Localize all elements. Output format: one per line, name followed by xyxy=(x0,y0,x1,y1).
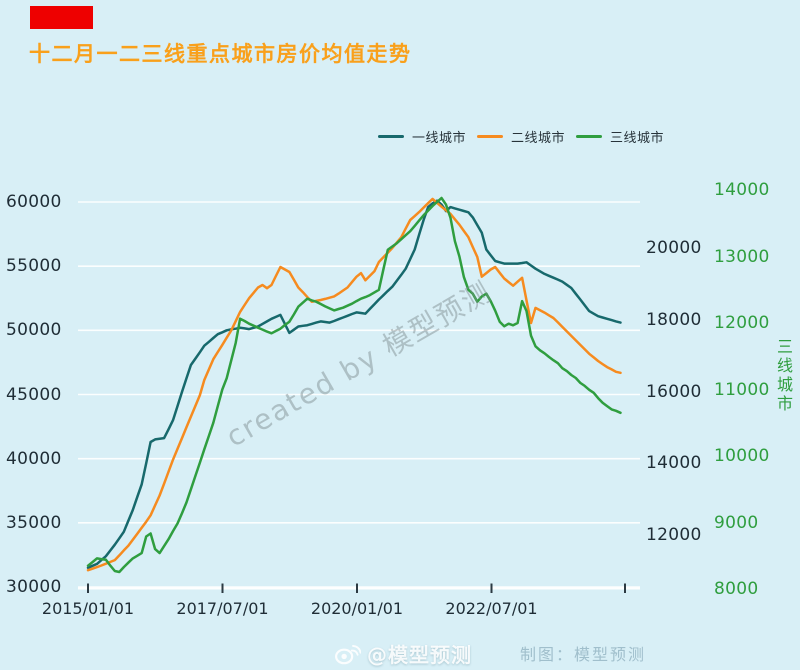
gridlines xyxy=(78,201,640,588)
page-title: 十二月一二三线重点城市房价均值走势 xyxy=(29,42,412,66)
legend-item-tier3: 三线城市 xyxy=(576,127,664,146)
tier1-line-swatch xyxy=(378,134,404,139)
credit-text: 制图：模型预测 xyxy=(520,645,647,664)
right-axis-title: 三线城市 xyxy=(774,338,793,414)
legend-item-tier1: 一线城市 xyxy=(378,127,466,146)
data-series-lines xyxy=(86,196,622,574)
weibo-handle-text: @模型预测 xyxy=(367,643,472,667)
series-line-二线城市 xyxy=(86,197,622,572)
red-flag-decoration xyxy=(30,6,93,29)
tier2-line-swatch xyxy=(477,134,504,139)
tier3-line-swatch xyxy=(576,134,603,139)
legend-label-tier3: 三线城市 xyxy=(610,131,665,146)
x-axis xyxy=(78,583,640,593)
legend-label-tier2: 二线城市 xyxy=(511,131,566,146)
chart-legend: 一线城市 二线城市 三线城市 xyxy=(378,127,664,146)
weibo-watermark: @模型预测 xyxy=(334,639,472,668)
series-line-三线城市 xyxy=(86,196,622,574)
legend-item-tier2: 二线城市 xyxy=(477,127,565,146)
weibo-eye-icon xyxy=(335,644,361,665)
legend-label-tier1: 一线城市 xyxy=(412,131,467,146)
series-line-一线城市 xyxy=(86,199,622,570)
